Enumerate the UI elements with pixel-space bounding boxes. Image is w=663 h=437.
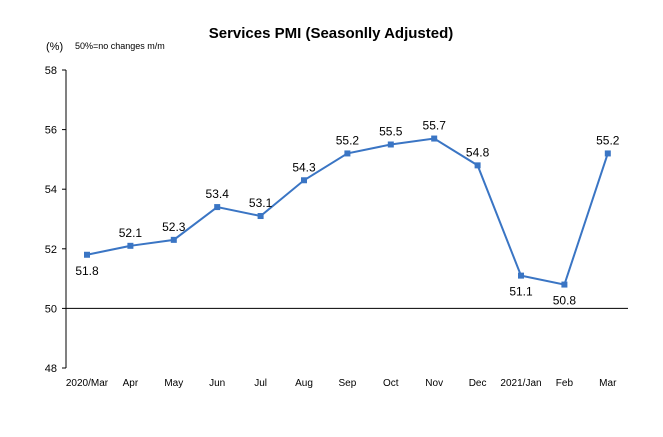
chart-note: 50%=no changes m/m: [75, 41, 165, 51]
data-label: 53.4: [206, 187, 230, 201]
data-point: [301, 177, 307, 184]
x-tick-label: Dec: [469, 378, 487, 389]
data-point: [604, 150, 611, 157]
x-tick-label: 2021/Jan: [500, 378, 541, 389]
data-point: [84, 251, 90, 258]
y-axis-unit: (%): [46, 41, 63, 53]
y-tick-label: 54: [45, 184, 57, 196]
x-tick-label: Sep: [339, 378, 357, 389]
data-point: [257, 213, 264, 220]
data-label: 55.5: [379, 125, 403, 139]
x-tick-label: Nov: [425, 378, 443, 389]
data-point: [344, 150, 351, 157]
chart-title: Services PMI (Seasonlly Adjusted): [209, 25, 454, 42]
data-label: 53.1: [249, 196, 273, 210]
series-group: 51.8 52.1 52.3 53.4 53.1 54.3 55.2 55.5 55.7 54.8…: [75, 119, 619, 308]
data-label: 52.3: [162, 220, 186, 234]
y-tick-label: 56: [45, 125, 57, 137]
data-label: 55.2: [336, 133, 360, 147]
data-label: 50.8: [553, 294, 577, 308]
y-tick-label: 50: [45, 303, 57, 315]
data-point: [170, 236, 177, 243]
data-point: [387, 141, 394, 148]
data-label: 54.8: [466, 145, 490, 159]
x-tick-label: Aug: [295, 378, 313, 389]
data-point: [431, 135, 438, 142]
x-ticks: 2020/Mar Apr May Jun Jul Aug Sep Oct Nov Dec 2021/…: [66, 378, 617, 389]
data-point: [474, 162, 481, 169]
x-tick-label: 2020/Mar: [66, 378, 109, 389]
data-label: 55.2: [596, 133, 620, 147]
data-point: [214, 204, 221, 211]
data-point: [518, 272, 524, 279]
data-label: 55.7: [423, 119, 447, 133]
data-point: [127, 242, 134, 249]
y-ticks: 48 50 52 54 56 58: [45, 65, 66, 375]
y-tick-label: 48: [45, 363, 57, 375]
x-tick-label: Jul: [254, 378, 267, 389]
y-tick-label: 58: [45, 65, 57, 77]
x-tick-label: Mar: [599, 378, 617, 389]
data-label: 52.1: [119, 226, 143, 240]
data-label: 51.1: [509, 285, 533, 299]
y-tick-label: 52: [45, 244, 57, 256]
x-tick-label: Feb: [556, 378, 574, 389]
data-label: 51.8: [75, 264, 99, 278]
x-tick-label: May: [164, 378, 183, 389]
series-line: [86, 137, 609, 286]
x-tick-label: Jun: [209, 378, 225, 389]
data-point: [561, 281, 568, 288]
x-tick-label: Apr: [123, 378, 139, 389]
data-label: 54.3: [292, 160, 316, 174]
x-tick-label: Oct: [383, 378, 399, 389]
